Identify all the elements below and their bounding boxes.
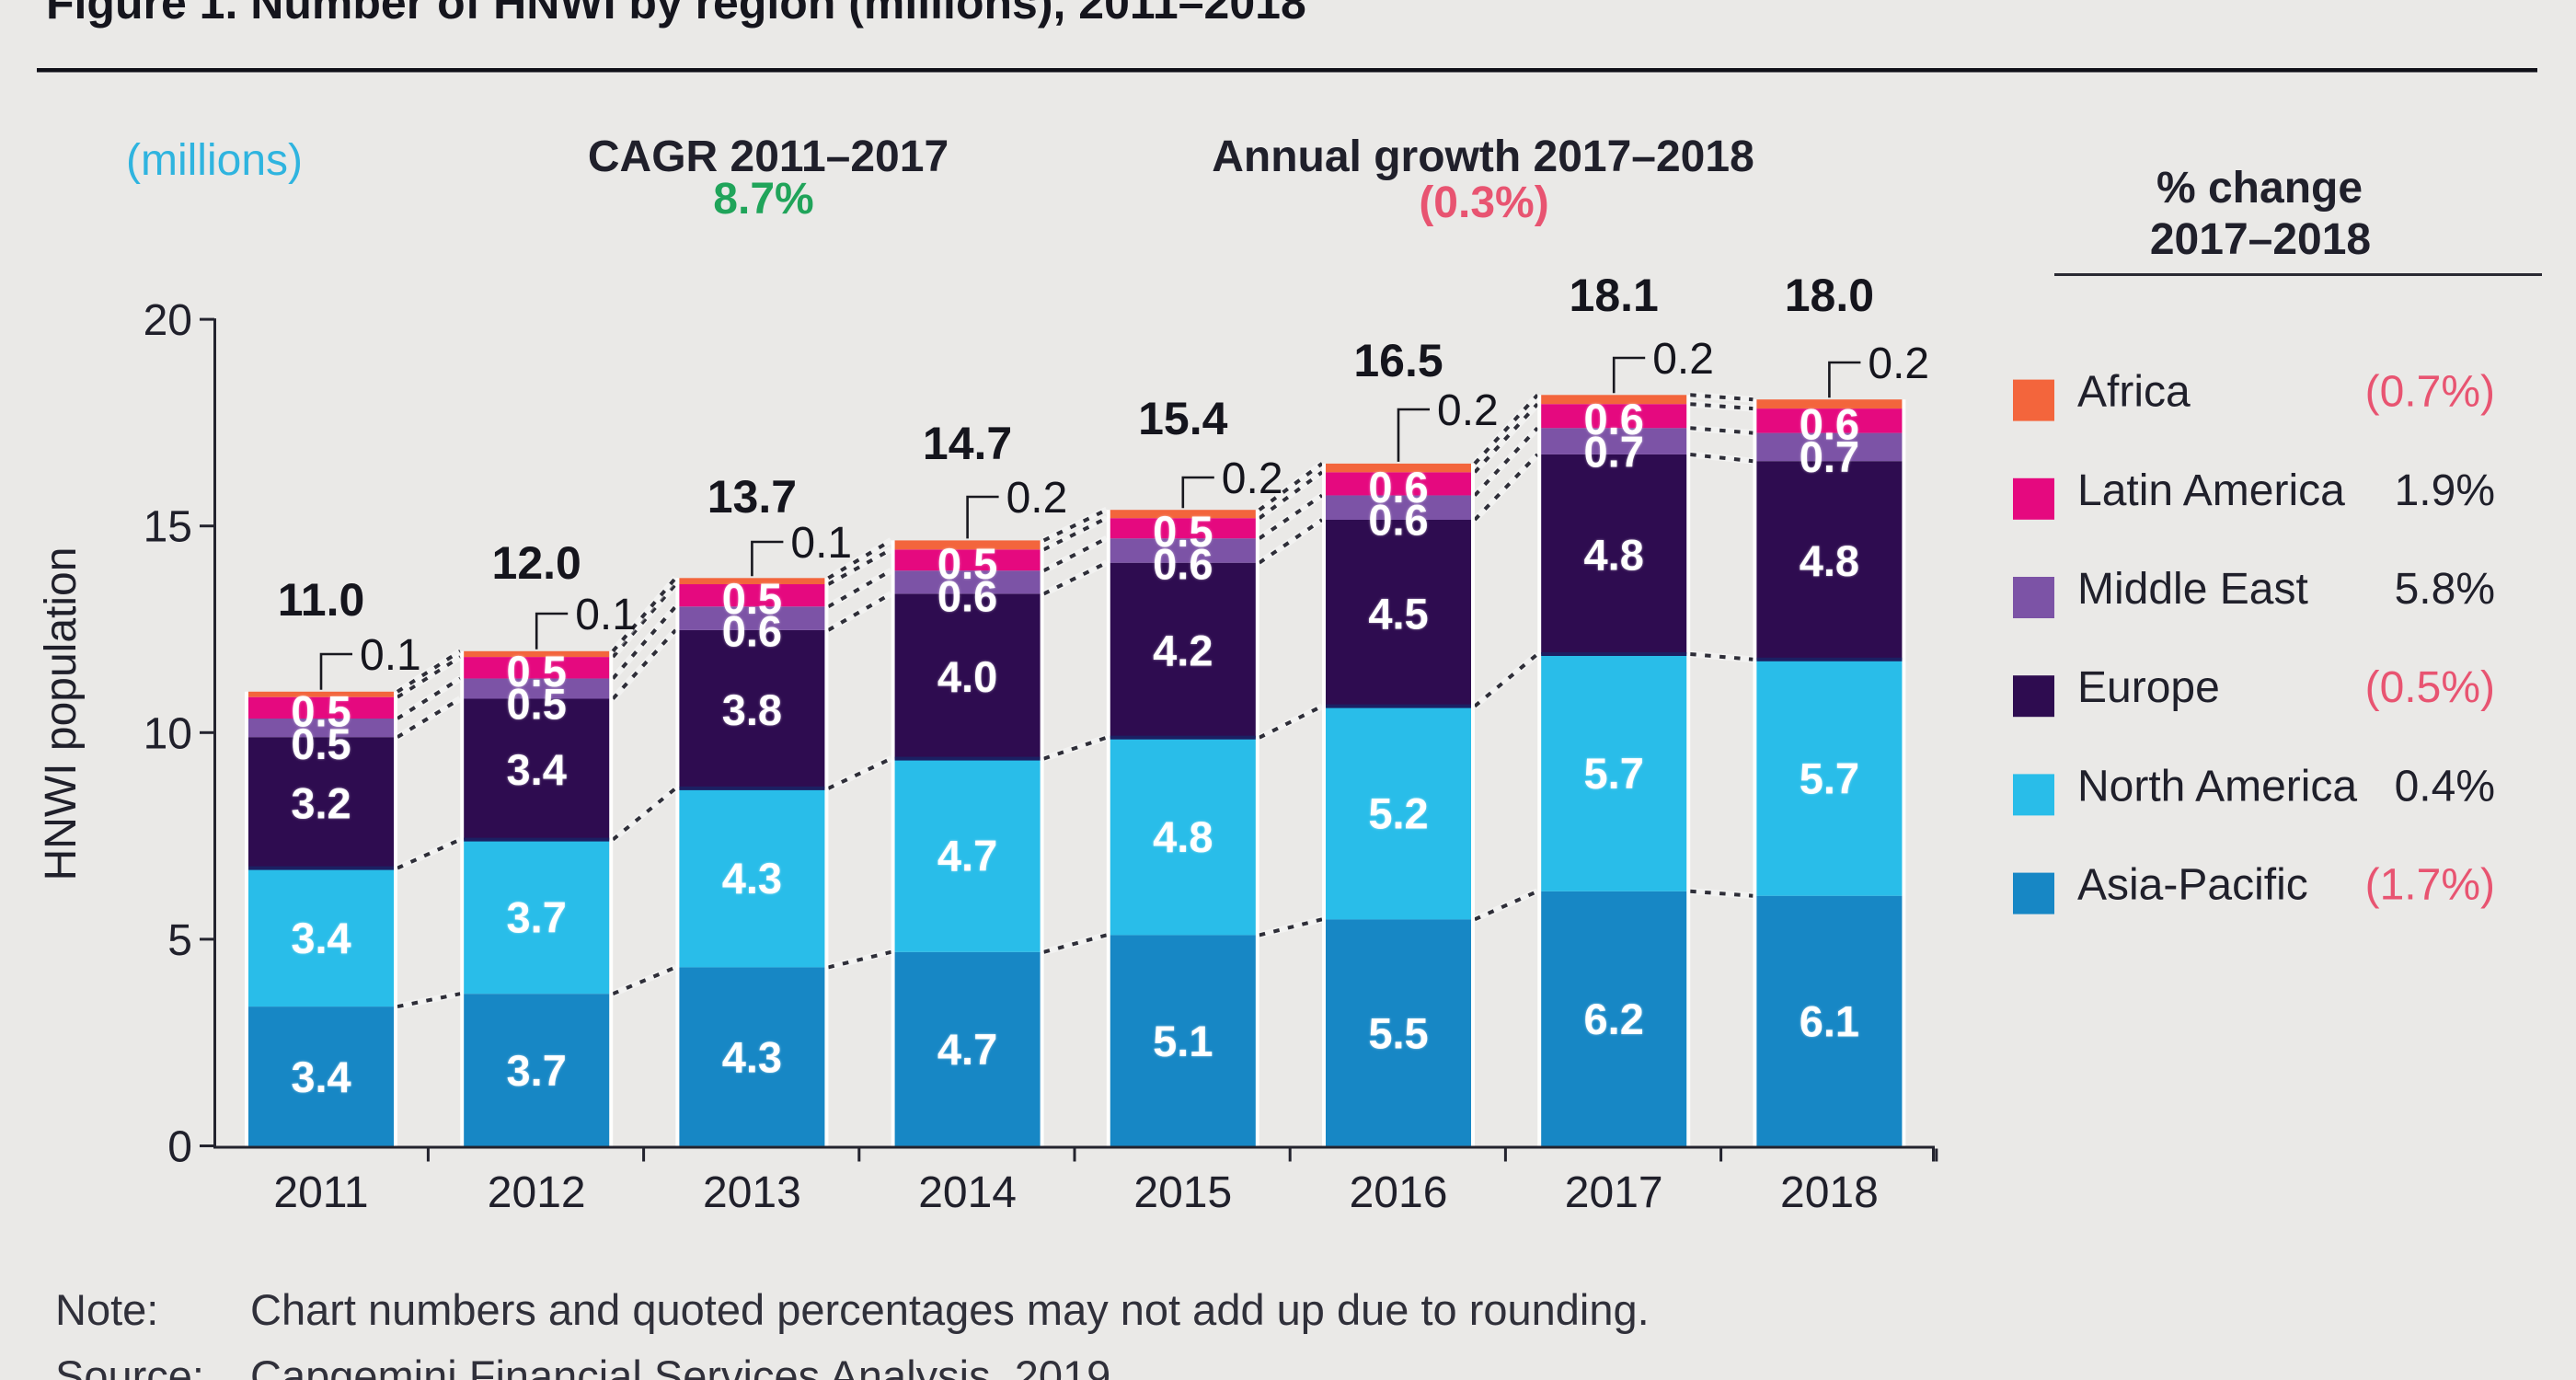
svg-text:8.7%: 8.7% [713, 175, 813, 224]
svg-text:0: 0 [167, 1123, 192, 1172]
svg-text:4.7: 4.7 [937, 832, 997, 880]
svg-text:2012: 2012 [488, 1168, 586, 1217]
svg-text:0.1: 0.1 [360, 631, 421, 680]
svg-text:4.8: 4.8 [1153, 812, 1213, 861]
svg-text:6.1: 6.1 [1800, 997, 1859, 1046]
svg-text:3.4: 3.4 [291, 1052, 351, 1101]
svg-text:14.7: 14.7 [923, 418, 1012, 469]
svg-text:12.0: 12.0 [492, 537, 581, 589]
svg-text:0.1: 0.1 [575, 591, 637, 639]
svg-text:Annual growth 2017–2018: Annual growth 2017–2018 [1212, 132, 1754, 181]
svg-text:0.2: 0.2 [1652, 335, 1714, 384]
svg-text:0.6: 0.6 [1153, 540, 1213, 589]
svg-text:2017: 2017 [1565, 1168, 1663, 1217]
svg-text:Europe: Europe [2077, 663, 2220, 712]
svg-text:0.6: 0.6 [1368, 463, 1428, 512]
svg-text:2015: 2015 [1133, 1168, 1232, 1217]
svg-text:0.6: 0.6 [937, 571, 997, 620]
svg-text:16.5: 16.5 [1353, 335, 1443, 386]
svg-text:0.4%: 0.4% [2395, 762, 2495, 811]
svg-text:Note:: Note: [55, 1285, 158, 1334]
svg-text:4.5: 4.5 [1368, 589, 1428, 638]
svg-text:4.3: 4.3 [722, 854, 782, 903]
svg-text:3.4: 3.4 [291, 914, 351, 962]
svg-text:13.7: 13.7 [707, 471, 797, 523]
svg-text:0.7: 0.7 [1584, 428, 1644, 477]
svg-text:6.2: 6.2 [1584, 995, 1644, 1043]
svg-text:(1.7%): (1.7%) [2365, 861, 2495, 910]
svg-text:0.6: 0.6 [1584, 395, 1644, 443]
svg-text:3.7: 3.7 [507, 1046, 567, 1095]
svg-text:0.5: 0.5 [291, 686, 351, 735]
svg-text:North America: North America [2077, 762, 2357, 811]
svg-text:5.8%: 5.8% [2395, 565, 2495, 614]
svg-text:0.7: 0.7 [1800, 432, 1859, 481]
svg-text:0.2: 0.2 [1437, 386, 1499, 435]
svg-text:(0.5%): (0.5%) [2365, 663, 2495, 712]
svg-text:(0.7%): (0.7%) [2365, 368, 2495, 417]
svg-text:3.7: 3.7 [507, 892, 567, 941]
svg-text:5.2: 5.2 [1368, 788, 1428, 837]
svg-text:HNWI population: HNWI population [37, 547, 86, 881]
svg-text:5.5: 5.5 [1368, 1008, 1428, 1057]
svg-text:Figure 1. Number of HNWI by re: Figure 1. Number of HNWI by region (mill… [46, 0, 1306, 29]
svg-text:0.5: 0.5 [722, 574, 782, 623]
svg-text:5: 5 [167, 916, 192, 965]
svg-text:2011: 2011 [273, 1168, 368, 1217]
svg-text:Middle East: Middle East [2077, 565, 2308, 614]
svg-text:1.9%: 1.9% [2395, 466, 2495, 515]
svg-text:0.6: 0.6 [1800, 399, 1859, 448]
svg-text:15: 15 [144, 503, 192, 552]
svg-text:Capgemini Financial Services A: Capgemini Financial Services Analysis, 2… [250, 1351, 1122, 1380]
svg-text:5.7: 5.7 [1800, 753, 1859, 802]
svg-text:Asia-Pacific: Asia-Pacific [2077, 861, 2308, 910]
svg-text:CAGR 2011–2017: CAGR 2011–2017 [588, 132, 949, 181]
svg-text:2013: 2013 [703, 1168, 801, 1217]
svg-text:0.5: 0.5 [291, 719, 351, 768]
svg-text:20: 20 [144, 296, 192, 345]
svg-text:18.0: 18.0 [1785, 270, 1874, 321]
svg-text:% change: % change [2156, 164, 2363, 213]
svg-text:2017–2018: 2017–2018 [2150, 215, 2371, 264]
svg-text:4.8: 4.8 [1800, 536, 1859, 585]
svg-text:3.8: 3.8 [722, 685, 782, 734]
svg-text:18.1: 18.1 [1570, 270, 1659, 321]
svg-text:0.2: 0.2 [1006, 474, 1068, 523]
svg-text:5.7: 5.7 [1584, 749, 1644, 798]
svg-text:3.2: 3.2 [291, 778, 351, 827]
svg-text:4.2: 4.2 [1153, 627, 1213, 675]
svg-text:4.0: 4.0 [937, 652, 997, 701]
svg-text:0.5: 0.5 [507, 647, 567, 696]
svg-text:5.1: 5.1 [1153, 1017, 1213, 1065]
svg-text:(0.3%): (0.3%) [1419, 178, 1548, 227]
svg-text:Chart numbers and quoted perce: Chart numbers and quoted percentages may… [250, 1285, 1650, 1334]
svg-text:0.6: 0.6 [722, 607, 782, 656]
svg-text:0.2: 0.2 [1222, 454, 1283, 503]
svg-text:11.0: 11.0 [278, 574, 365, 626]
svg-text:Source:: Source: [55, 1351, 204, 1380]
svg-text:Africa: Africa [2077, 368, 2191, 417]
svg-text:0.6: 0.6 [1368, 495, 1428, 544]
svg-text:0.2: 0.2 [1868, 339, 1929, 388]
svg-text:0.5: 0.5 [937, 539, 997, 588]
svg-text:Latin America: Latin America [2077, 466, 2345, 515]
svg-text:0.5: 0.5 [1153, 507, 1213, 556]
svg-text:3.4: 3.4 [507, 745, 567, 794]
svg-text:4.3: 4.3 [722, 1033, 782, 1082]
svg-text:2016: 2016 [1350, 1168, 1448, 1217]
svg-text:15.4: 15.4 [1138, 393, 1228, 444]
svg-text:4.8: 4.8 [1584, 531, 1644, 580]
svg-text:(millions): (millions) [126, 136, 303, 185]
svg-text:10: 10 [144, 709, 192, 758]
svg-text:0.5: 0.5 [507, 679, 567, 728]
svg-text:2018: 2018 [1780, 1168, 1879, 1217]
svg-text:4.7: 4.7 [937, 1025, 997, 1074]
svg-text:2014: 2014 [918, 1168, 1017, 1217]
svg-text:0.1: 0.1 [790, 519, 852, 568]
